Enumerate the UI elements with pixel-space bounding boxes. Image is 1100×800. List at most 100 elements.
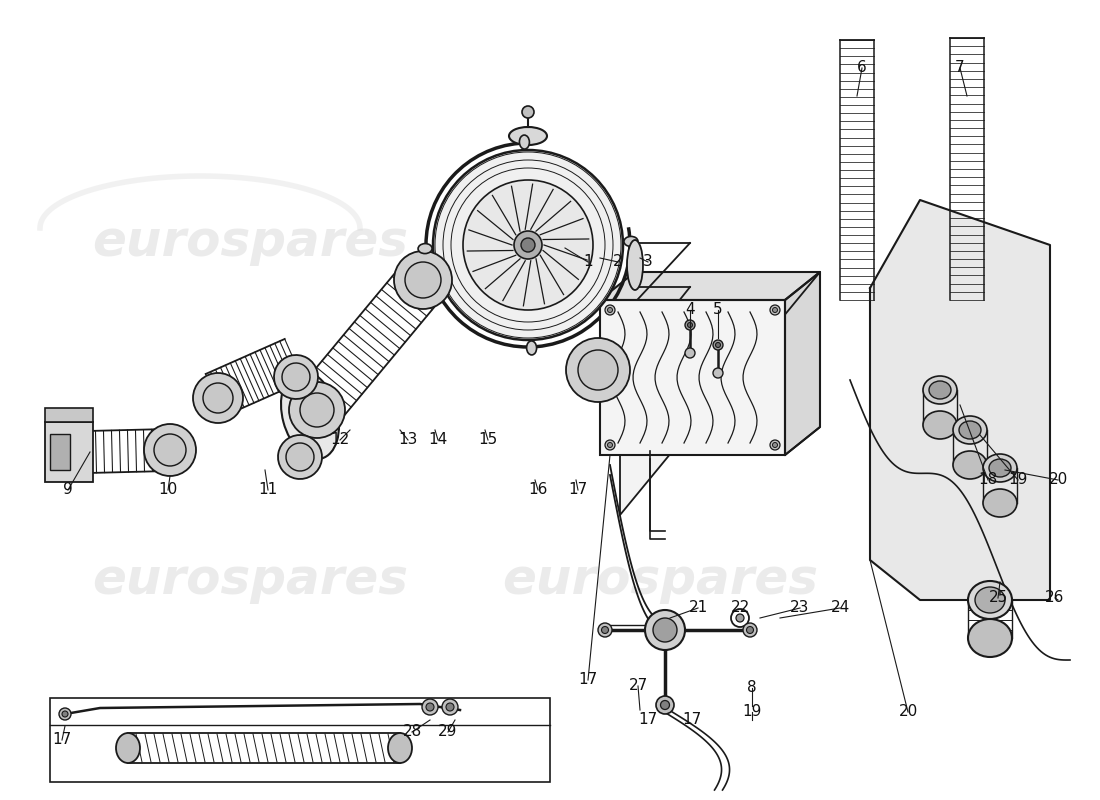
Ellipse shape	[578, 350, 618, 390]
Text: 6: 6	[857, 61, 867, 75]
Bar	[600, 300, 785, 455]
Text: 12: 12	[330, 433, 350, 447]
Circle shape	[713, 340, 723, 350]
Circle shape	[422, 699, 438, 715]
Ellipse shape	[923, 376, 957, 404]
Text: 17: 17	[53, 733, 72, 747]
Ellipse shape	[274, 355, 318, 399]
Polygon shape	[870, 200, 1050, 600]
Polygon shape	[620, 272, 820, 515]
Circle shape	[685, 320, 695, 330]
Circle shape	[713, 368, 723, 378]
Ellipse shape	[624, 237, 638, 246]
Circle shape	[605, 305, 615, 315]
Text: 21: 21	[689, 601, 707, 615]
Text: 17: 17	[579, 673, 597, 687]
Text: 27: 27	[628, 678, 648, 694]
Ellipse shape	[930, 381, 952, 399]
Circle shape	[660, 701, 670, 710]
Text: 15: 15	[478, 433, 497, 447]
Ellipse shape	[968, 619, 1012, 657]
Ellipse shape	[509, 127, 547, 145]
Circle shape	[463, 180, 593, 310]
Ellipse shape	[280, 371, 339, 459]
Polygon shape	[600, 272, 820, 300]
Text: 5: 5	[713, 302, 723, 318]
Text: 13: 13	[398, 433, 418, 447]
Text: 19: 19	[742, 705, 761, 719]
Text: 17: 17	[638, 713, 658, 727]
Text: 9: 9	[63, 482, 73, 498]
Circle shape	[770, 440, 780, 450]
Ellipse shape	[282, 363, 310, 391]
Ellipse shape	[192, 373, 243, 423]
Circle shape	[446, 703, 454, 711]
Ellipse shape	[204, 383, 233, 413]
Ellipse shape	[278, 435, 322, 479]
Circle shape	[770, 305, 780, 315]
Text: 23: 23	[790, 601, 810, 615]
Circle shape	[522, 106, 534, 118]
Text: eurospares: eurospares	[502, 556, 818, 604]
Circle shape	[688, 322, 693, 327]
Text: 17: 17	[682, 713, 702, 727]
Bar	[50, 434, 70, 470]
Circle shape	[426, 703, 434, 711]
Text: 18: 18	[978, 473, 998, 487]
Ellipse shape	[959, 421, 981, 439]
Circle shape	[742, 623, 757, 637]
Circle shape	[736, 614, 744, 622]
Ellipse shape	[983, 489, 1018, 517]
Text: 26: 26	[1045, 590, 1065, 606]
Ellipse shape	[116, 733, 140, 763]
Text: 2: 2	[613, 254, 623, 270]
Text: eurospares: eurospares	[92, 218, 408, 266]
Text: eurospares: eurospares	[92, 556, 408, 604]
Ellipse shape	[975, 587, 1005, 613]
Ellipse shape	[519, 135, 529, 149]
Ellipse shape	[286, 443, 313, 471]
Ellipse shape	[627, 240, 644, 290]
Ellipse shape	[923, 411, 957, 439]
Ellipse shape	[953, 416, 987, 444]
Circle shape	[62, 711, 68, 717]
Circle shape	[433, 150, 623, 340]
Circle shape	[715, 342, 720, 347]
Text: 19: 19	[1009, 473, 1027, 487]
Ellipse shape	[154, 434, 186, 466]
Text: 10: 10	[158, 482, 177, 498]
Ellipse shape	[953, 451, 987, 479]
Polygon shape	[785, 272, 820, 455]
Circle shape	[602, 626, 608, 634]
Circle shape	[772, 307, 778, 313]
Text: 20: 20	[899, 705, 917, 719]
Circle shape	[442, 699, 458, 715]
Ellipse shape	[300, 393, 334, 427]
Text: 3: 3	[644, 254, 653, 270]
Circle shape	[59, 708, 72, 720]
Text: 29: 29	[438, 725, 458, 739]
Text: 4: 4	[685, 302, 695, 318]
Circle shape	[747, 626, 754, 634]
Text: 24: 24	[830, 601, 849, 615]
Text: 16: 16	[528, 482, 548, 498]
Text: 20: 20	[1048, 473, 1068, 487]
Text: 11: 11	[258, 482, 277, 498]
Circle shape	[521, 238, 535, 252]
Text: 22: 22	[730, 601, 749, 615]
Text: 28: 28	[403, 725, 421, 739]
Text: 17: 17	[569, 482, 587, 498]
Bar	[45, 408, 94, 422]
Circle shape	[598, 623, 612, 637]
Ellipse shape	[289, 382, 345, 438]
Text: 14: 14	[428, 433, 448, 447]
Ellipse shape	[405, 262, 441, 298]
Text: 7: 7	[955, 61, 965, 75]
Circle shape	[514, 231, 542, 259]
Circle shape	[656, 696, 674, 714]
Ellipse shape	[144, 424, 196, 476]
Text: 25: 25	[989, 590, 1008, 606]
Ellipse shape	[527, 341, 537, 355]
Circle shape	[685, 348, 695, 358]
Circle shape	[772, 442, 778, 447]
